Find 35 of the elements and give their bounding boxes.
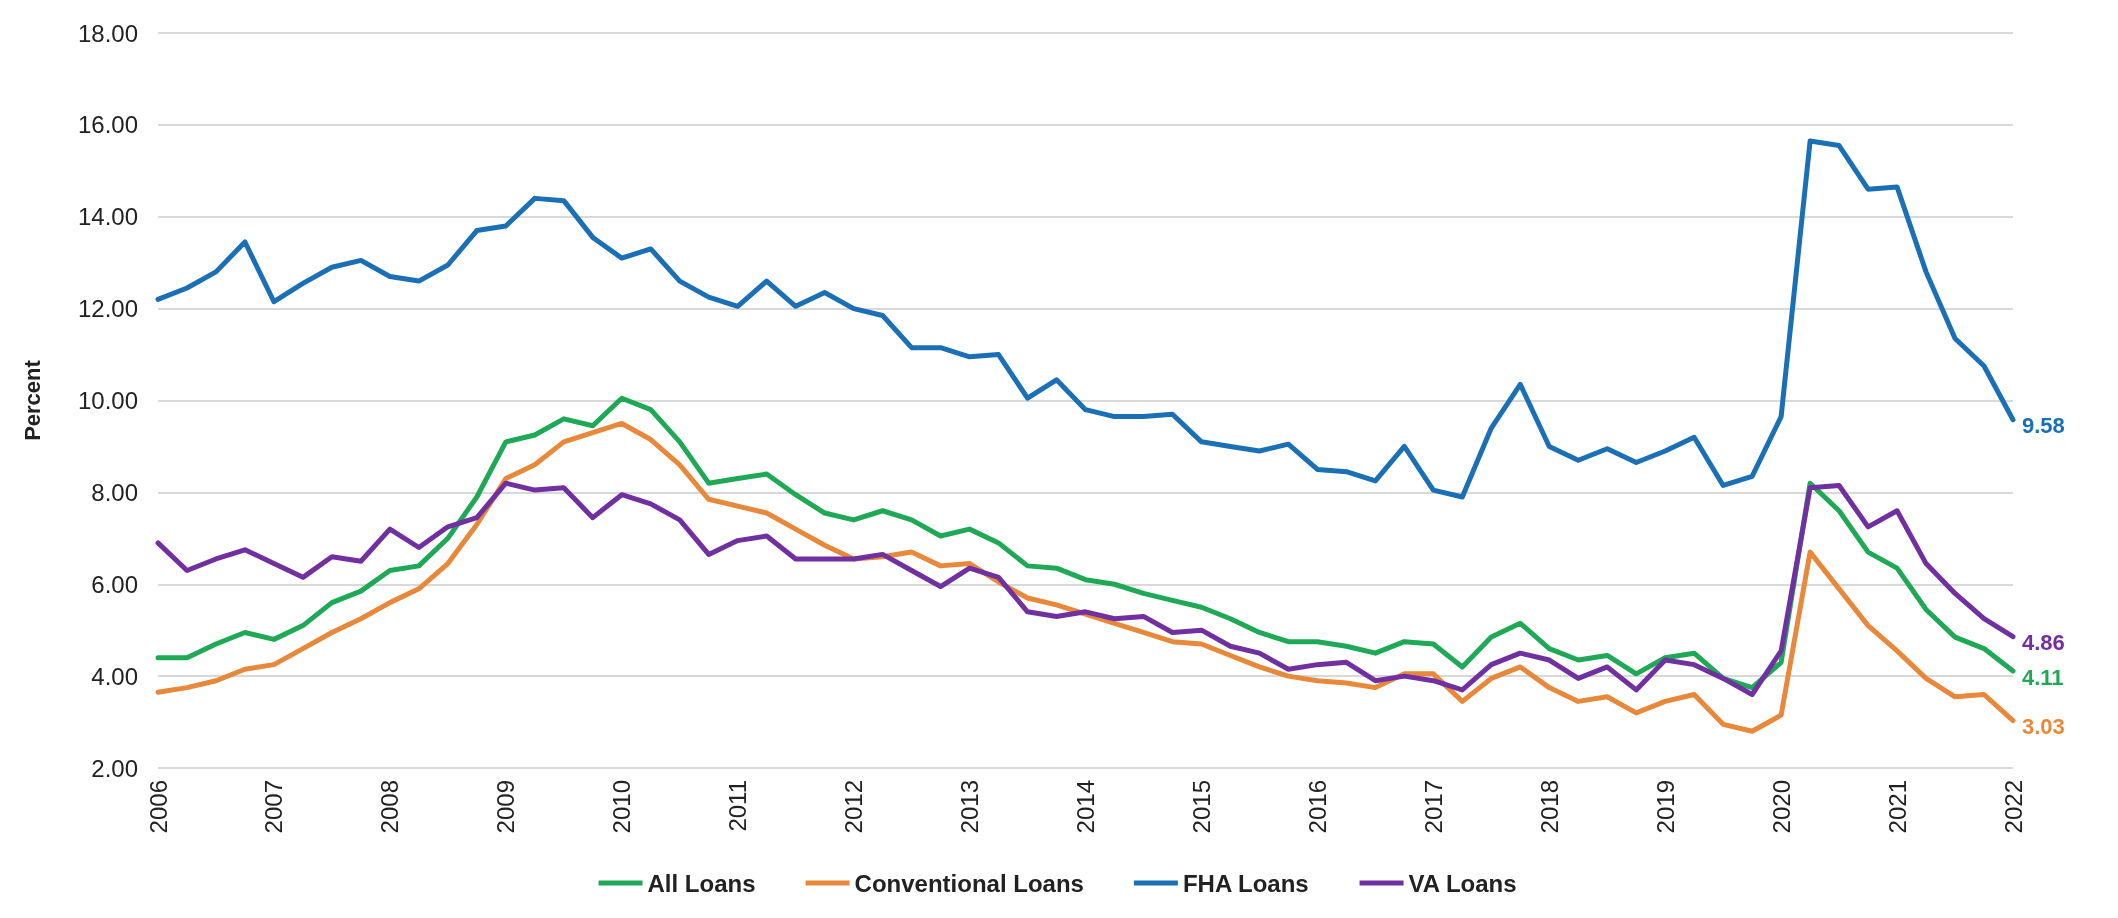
data-label: 9.58 xyxy=(2022,413,2065,439)
x-tick-label: 2010 xyxy=(608,780,636,834)
x-tick-label: 2017 xyxy=(1419,780,1447,834)
x-tick-label: 2008 xyxy=(376,780,404,834)
x-tick-label: 2018 xyxy=(1535,780,1563,834)
x-tick-label: 2015 xyxy=(1187,780,1215,834)
legend-label: All Loans xyxy=(647,869,756,897)
x-tick-label: 2006 xyxy=(144,780,172,834)
x-tick-label: 2009 xyxy=(492,780,520,834)
x-tick-label: 2011 xyxy=(724,780,752,832)
legend-label: Conventional Loans xyxy=(854,869,1084,897)
y-tick-label: 18.00 xyxy=(77,19,138,47)
y-tick-label: 14.00 xyxy=(77,203,138,231)
data-label: 3.03 xyxy=(2022,714,2065,740)
legend-label: FHA Loans xyxy=(1182,869,1309,897)
legend-label: VA Loans xyxy=(1408,869,1517,897)
x-tick-label: 2022 xyxy=(1999,780,2027,834)
y-tick-label: 10.00 xyxy=(77,387,138,414)
y-tick-label: 4.00 xyxy=(91,662,138,690)
y-tick-label: 2.00 xyxy=(91,754,138,782)
x-tick-label: 2020 xyxy=(1767,780,1795,834)
x-tick-label: 2013 xyxy=(956,780,984,834)
y-tick-label: 8.00 xyxy=(91,478,138,506)
x-tick-label: 2007 xyxy=(260,780,288,834)
y-tick-label: 16.00 xyxy=(77,111,138,139)
data-label: 4.11 xyxy=(2022,664,2064,690)
x-tick-label: 2019 xyxy=(1651,780,1679,834)
y-tick-label: 6.00 xyxy=(91,570,138,598)
y-tick-label: 12.00 xyxy=(77,295,138,323)
x-tick-label: 2014 xyxy=(1072,780,1099,834)
data-label: 4.86 xyxy=(2022,630,2065,656)
x-tick-label: 2016 xyxy=(1303,780,1331,834)
x-tick-label: 2012 xyxy=(840,780,868,834)
x-tick-label: 2021 xyxy=(1883,780,1911,834)
y-axis-title: Percent xyxy=(19,359,45,441)
